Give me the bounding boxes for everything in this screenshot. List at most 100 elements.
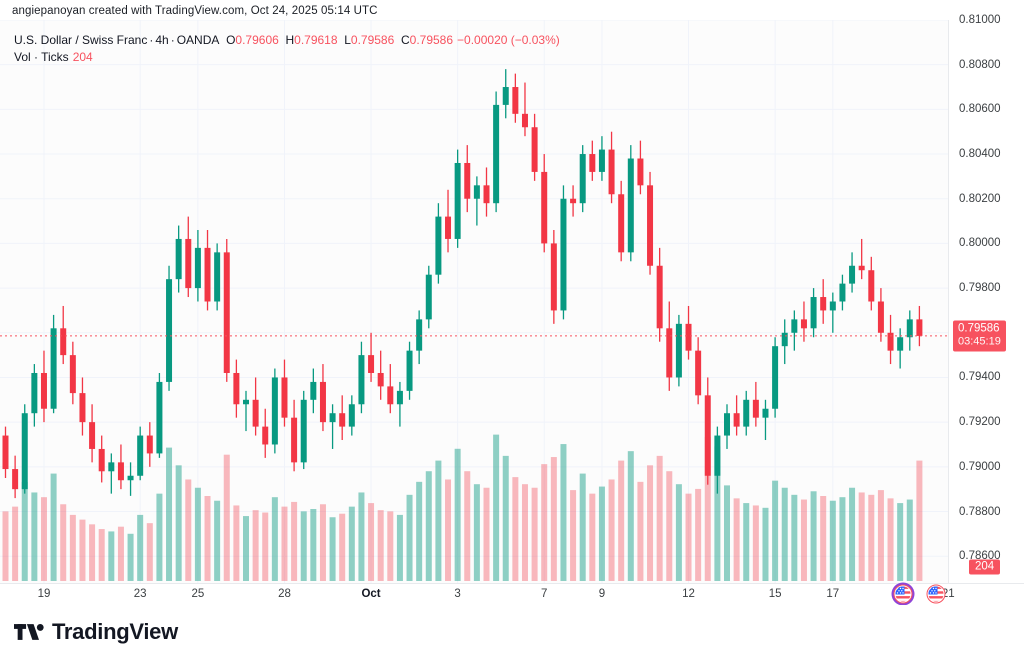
- volume-bar: [406, 494, 413, 581]
- candle-body: [31, 372, 38, 414]
- volume-bar: [339, 513, 346, 581]
- candle-body: [358, 355, 365, 405]
- volume-bar: [512, 477, 519, 581]
- volume-bar: [108, 531, 115, 581]
- candle-body: [50, 328, 57, 409]
- candle-body: [560, 198, 567, 311]
- volume-bar: [589, 493, 596, 581]
- volume-bar: [541, 464, 548, 581]
- candle-body: [194, 247, 201, 289]
- us-economic-event-marker[interactable]: [926, 584, 946, 604]
- time-tick: 7: [541, 588, 548, 600]
- candle-body: [2, 435, 9, 470]
- volume-bar: [656, 455, 663, 581]
- volume-bar: [435, 460, 442, 581]
- candle-body: [733, 413, 740, 427]
- volume-bar: [550, 457, 557, 581]
- volume-bar: [724, 485, 730, 581]
- candle-body: [281, 377, 288, 418]
- volume-bar: [368, 503, 375, 581]
- candle-body: [117, 462, 124, 481]
- current-price-value: 0.79586: [958, 322, 1000, 335]
- volume-bar: [194, 487, 201, 581]
- candle-body: [368, 355, 375, 373]
- volume-bar: [262, 512, 269, 581]
- volume-bar: [733, 498, 740, 581]
- candle-body: [637, 158, 644, 186]
- volume-bar: [127, 533, 134, 581]
- price-scale[interactable]: 0.81000 0.80800 0.80600 0.80400 0.80200 0.800…: [948, 14, 1024, 583]
- price-tick: 0.80200: [959, 192, 1001, 205]
- candle-body: [339, 413, 346, 427]
- volume-bar: [637, 481, 644, 581]
- tradingview-logo[interactable]: TradingView: [14, 619, 178, 645]
- volume-bar: [704, 436, 711, 581]
- time-tick: 28: [278, 588, 291, 600]
- volume-bar: [40, 497, 47, 581]
- price-tick: 0.80000: [959, 237, 1001, 250]
- volume-bar: [445, 479, 452, 581]
- candle-body: [300, 399, 307, 463]
- candle-body: [233, 372, 240, 405]
- candle-body: [829, 301, 836, 311]
- volume-bar: [396, 514, 403, 581]
- candle-body: [877, 301, 884, 333]
- candle-body: [454, 162, 461, 239]
- volume-bar: [146, 523, 153, 581]
- candle-body: [310, 381, 317, 400]
- candle-body: [666, 328, 673, 378]
- candle-body: [916, 319, 923, 336]
- volume-bar: [483, 487, 490, 581]
- time-tick: 9: [598, 588, 606, 600]
- volume-bar: [521, 484, 528, 581]
- chart-plot-area[interactable]: [0, 20, 948, 583]
- candle-body: [319, 381, 326, 423]
- volume-bar: [156, 493, 163, 581]
- candle-body: [166, 279, 173, 382]
- volume-bar: [829, 500, 836, 581]
- volume-bar: [329, 517, 336, 581]
- candle-body: [781, 332, 788, 347]
- volume-bar: [858, 492, 865, 581]
- candle-body: [21, 413, 28, 490]
- candle-body: [858, 265, 865, 271]
- volume-bar: [570, 490, 577, 581]
- candle-body: [570, 198, 577, 204]
- volume-bar: [79, 519, 86, 581]
- volume-bar: [425, 471, 432, 581]
- volume-bar: [89, 524, 96, 581]
- volume-bar: [618, 460, 625, 581]
- volume-bar: [493, 434, 500, 581]
- time-scale[interactable]: 19232528Oct379121517212326: [0, 583, 1024, 605]
- candle-body: [204, 247, 211, 302]
- chart-frame: U.S. Dollar / Swiss Franc · 4h · OANDA O0.79…: [0, 14, 1024, 605]
- bar-countdown: 03:45:19: [958, 335, 1001, 348]
- volume-bar: [877, 490, 884, 581]
- volume-bar: [666, 471, 673, 581]
- us-economic-event-marker[interactable]: [893, 584, 913, 604]
- price-tick: 0.78800: [959, 505, 1001, 518]
- volume-bar: [743, 503, 750, 581]
- volume-bar: [464, 471, 471, 581]
- volume-bar: [916, 460, 923, 581]
- candle-body: [541, 171, 548, 244]
- volume-bar: [185, 479, 192, 581]
- snapshot-watermark: angiepanoyan created with TradingView.co…: [12, 5, 378, 17]
- candle-body: [906, 319, 913, 338]
- candle-body: [348, 404, 355, 427]
- volume-bar: [137, 514, 144, 581]
- volume-bar: [98, 529, 105, 581]
- volume-bar: [223, 454, 230, 581]
- candle-body: [579, 154, 586, 204]
- candle-body: [435, 216, 442, 275]
- candle-body: [695, 350, 702, 396]
- candle-body: [156, 381, 163, 454]
- volume-bar: [897, 503, 904, 581]
- volume-bar: [233, 505, 240, 581]
- volume-bar: [647, 465, 654, 581]
- candle-body: [377, 372, 384, 387]
- volume-bar: [204, 496, 211, 581]
- candle-body: [608, 149, 615, 195]
- volume-bar: [531, 487, 538, 581]
- candle-body: [329, 413, 336, 423]
